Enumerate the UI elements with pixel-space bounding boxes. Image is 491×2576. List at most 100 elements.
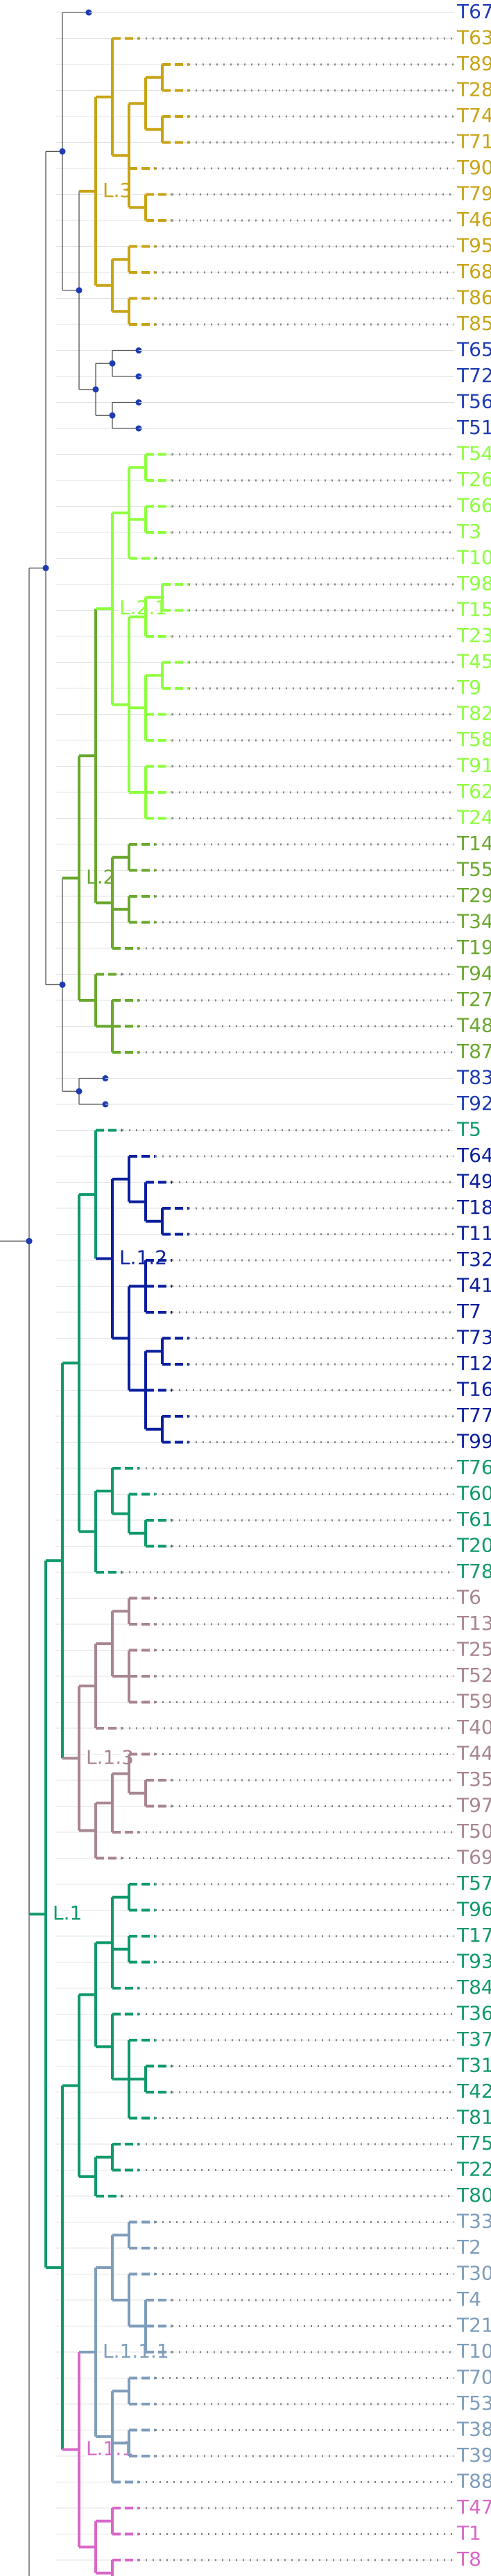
leaf-label: T73 bbox=[456, 1326, 491, 1349]
leaf-label: T77 bbox=[456, 1404, 491, 1427]
leaf-label: T32 bbox=[456, 1248, 491, 1271]
leaf-label: T100 bbox=[456, 546, 491, 569]
leaf-label: T75 bbox=[456, 2132, 491, 2155]
leaf-label: T2 bbox=[456, 2236, 481, 2259]
leaf-label: T60 bbox=[456, 1482, 491, 1505]
internal-node-dot bbox=[26, 1237, 33, 1244]
leaf-label: T21 bbox=[456, 2314, 491, 2337]
leaf-label: T18 bbox=[456, 1196, 491, 1219]
leaf-label: T16 bbox=[456, 1378, 491, 1401]
leaf-label: T20 bbox=[456, 1534, 491, 1557]
leaf-label: T79 bbox=[456, 182, 491, 205]
leaf-label: T71 bbox=[456, 130, 491, 153]
leaf-label: T35 bbox=[456, 1768, 491, 1791]
leaf-label: T48 bbox=[456, 1014, 491, 1037]
leaf-label: T37 bbox=[456, 2028, 491, 2051]
leaf-label: T89 bbox=[456, 52, 491, 75]
leaf-label: T14 bbox=[456, 832, 491, 855]
leaf-label: T8 bbox=[456, 2548, 481, 2570]
leaf-label: T36 bbox=[456, 2002, 491, 2025]
leaf-label: T5 bbox=[456, 1118, 481, 1141]
leaf-label: T99 bbox=[456, 1430, 491, 1453]
internal-node-dot bbox=[109, 412, 116, 419]
leaf-label: T3 bbox=[456, 520, 481, 543]
leaf-label: T46 bbox=[456, 208, 491, 231]
leaf-label: T54 bbox=[456, 442, 491, 465]
leaf-label: T72 bbox=[456, 364, 491, 387]
leaf-label: T47 bbox=[456, 2496, 491, 2518]
leaf-label: T50 bbox=[456, 1820, 491, 1843]
clade-label: L.1 bbox=[53, 1901, 82, 1924]
internal-node-dot bbox=[76, 287, 83, 294]
leaf-label: T41 bbox=[456, 1274, 491, 1297]
leaf-label: T90 bbox=[456, 156, 491, 179]
leaf-label: T27 bbox=[456, 988, 491, 1011]
leaf-label: T40 bbox=[456, 1716, 491, 1739]
leaf-label: T83 bbox=[456, 1066, 491, 1089]
leaf-label: T78 bbox=[456, 1560, 491, 1583]
leaf-label: T44 bbox=[456, 1742, 491, 1765]
leaf-label: T82 bbox=[456, 702, 491, 725]
leaf-label: T63 bbox=[456, 26, 491, 49]
leaf-label: T59 bbox=[456, 1690, 491, 1713]
leaf-label: T12 bbox=[456, 1352, 491, 1375]
leaf-label: T22 bbox=[456, 2158, 491, 2181]
leaf-label: T88 bbox=[456, 2470, 491, 2493]
leaf-label: T70 bbox=[456, 2366, 491, 2389]
leaf-label: T43 bbox=[456, 2574, 491, 2576]
leaf-label: T68 bbox=[456, 260, 491, 283]
leaf-label: T53 bbox=[456, 2392, 491, 2414]
leaf-label: T42 bbox=[456, 2080, 491, 2103]
leaf-label: T81 bbox=[456, 2106, 491, 2129]
leaf-label: T65 bbox=[456, 338, 491, 361]
leaf-label: T74 bbox=[456, 104, 491, 127]
leaf-label: T91 bbox=[456, 754, 491, 777]
leaf-label: T10 bbox=[456, 2340, 491, 2362]
leaf-label: T33 bbox=[456, 2210, 491, 2233]
leaf-label: T31 bbox=[456, 2054, 491, 2077]
leaf-label: T9 bbox=[456, 676, 481, 699]
leaf-label: T30 bbox=[456, 2262, 491, 2285]
leaf-label: T96 bbox=[456, 1898, 491, 1921]
leaf-label: T23 bbox=[456, 624, 491, 647]
leaf-label: T98 bbox=[456, 572, 491, 595]
leaf-label: T15 bbox=[456, 598, 491, 621]
leaf-label: T17 bbox=[456, 1924, 491, 1947]
leaf-label: T4 bbox=[456, 2288, 481, 2310]
leaf-label: T52 bbox=[456, 1664, 491, 1687]
internal-node-dot bbox=[59, 148, 66, 155]
leaf-label: T25 bbox=[456, 1638, 491, 1661]
clade-label: L.2 bbox=[86, 866, 115, 889]
leaf-label: T86 bbox=[456, 286, 491, 309]
leaf-label: T57 bbox=[456, 1872, 491, 1895]
leaf-label: T55 bbox=[456, 858, 491, 881]
leaf-label: T13 bbox=[456, 1612, 491, 1635]
clade-label: L.3 bbox=[103, 179, 132, 202]
leaf-label: T24 bbox=[456, 806, 491, 829]
leaf-label: T38 bbox=[456, 2418, 491, 2441]
leaf-label: T66 bbox=[456, 494, 491, 517]
leaf-label: T95 bbox=[456, 234, 491, 257]
leaf-label: T7 bbox=[456, 1300, 481, 1323]
leaf-label: T76 bbox=[456, 1456, 491, 1479]
leaf-label: T49 bbox=[456, 1170, 491, 1193]
leaf-label: T26 bbox=[456, 468, 491, 491]
leaf-label: T61 bbox=[456, 1508, 491, 1531]
leaf-label: T69 bbox=[456, 1846, 491, 1869]
leaf-label: T6 bbox=[456, 1586, 481, 1609]
internal-node-dot bbox=[42, 564, 49, 571]
leaf-label: T28 bbox=[456, 78, 491, 101]
leaf-label: T87 bbox=[456, 1040, 491, 1063]
leaf-label: T92 bbox=[456, 1092, 491, 1115]
leaf-label: T67 bbox=[456, 0, 491, 23]
leaf-label: T58 bbox=[456, 728, 491, 751]
leaf-label: T94 bbox=[456, 962, 491, 985]
leaf-label: T93 bbox=[456, 1950, 491, 1973]
leaf-label: T1 bbox=[456, 2522, 481, 2545]
clade-label: L.1.2 bbox=[119, 1246, 167, 1269]
leaf-label: T39 bbox=[456, 2444, 491, 2466]
clade-label: L.1.3 bbox=[86, 1746, 134, 1768]
leaf-label: T51 bbox=[456, 416, 491, 439]
leaf-label: T80 bbox=[456, 2184, 491, 2207]
